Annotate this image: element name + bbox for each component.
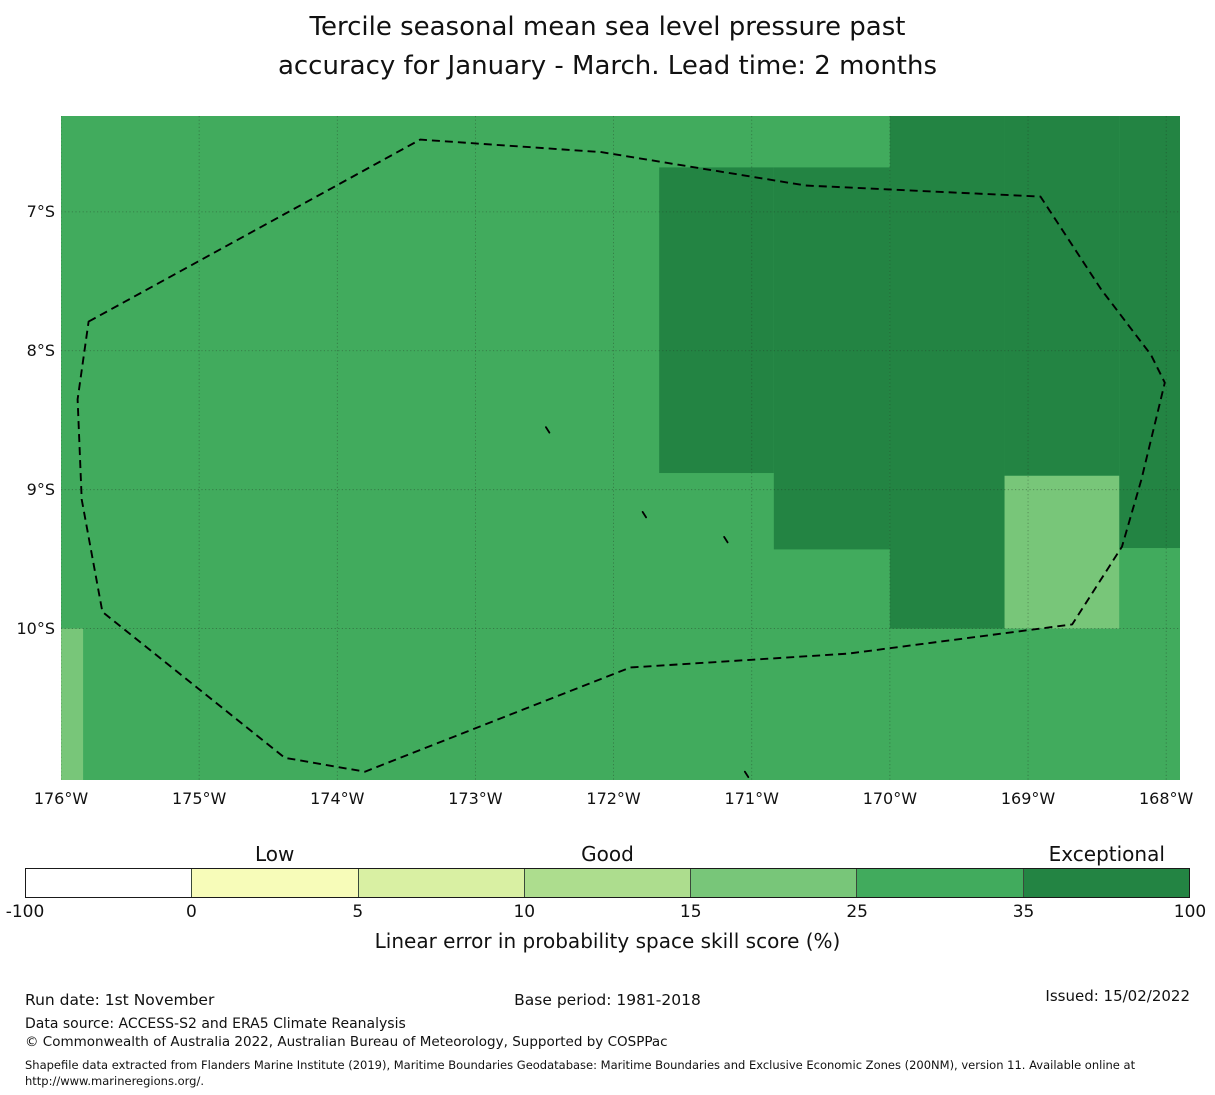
- colorbar-category-label: Exceptional: [1048, 842, 1165, 866]
- shapefile-note-line1: Shapefile data extracted from Flanders M…: [25, 1058, 1136, 1072]
- x-tick-label: 170°W: [862, 789, 918, 808]
- island-mark: [544, 426, 551, 434]
- colorbar-segment: [26, 869, 192, 897]
- map-cell: [61, 628, 84, 780]
- run-date: Run date: 1st November: [25, 991, 215, 1009]
- y-tick-label: 8°S: [26, 340, 55, 360]
- x-tick-label: 173°W: [448, 789, 503, 808]
- map-cell: [1004, 116, 1120, 476]
- x-tick-label: 169°W: [1000, 789, 1056, 808]
- colorbar-tick-label: 5: [352, 902, 364, 922]
- colorbar-tick-label: 25: [846, 902, 868, 922]
- colorbar-segment: [357, 869, 524, 897]
- x-tick-label: 176°W: [33, 789, 89, 808]
- data-source: Data source: ACCESS-S2 and ERA5 Climate …: [25, 1016, 406, 1032]
- colorbar-category-label: Low: [254, 842, 295, 866]
- map-cell: [889, 116, 1005, 629]
- page-title-line1: Tercile seasonal mean sea level pressure…: [309, 12, 906, 42]
- colorbar-category-label: Good: [581, 842, 634, 866]
- x-tick-label: 171°W: [724, 789, 779, 808]
- island-mark: [743, 770, 750, 779]
- copyright-notice: © Commonwealth of Australia 2022, Austra…: [25, 1034, 668, 1050]
- colorbar-caption: Linear error in probability space skill …: [374, 929, 841, 953]
- island-mark: [723, 536, 729, 544]
- shapefile-note-line2: http://www.marineregions.org/.: [25, 1074, 204, 1088]
- map-cell: [773, 167, 890, 550]
- map-cell: [659, 167, 774, 474]
- colorbar-segment: [1022, 869, 1189, 897]
- x-tick-label: 172°W: [586, 789, 641, 808]
- colorbar-segment: [523, 869, 691, 897]
- page-title-line2: accuracy for January - March. Lead time:…: [277, 51, 938, 81]
- x-tick-label: 175°W: [171, 789, 227, 808]
- y-tick-label: 10°S: [16, 618, 55, 638]
- map-cell: [1119, 116, 1180, 549]
- colorbar-segment: [690, 869, 857, 897]
- colorbar-tick-label: 10: [513, 902, 536, 922]
- colorbar: [25, 868, 1190, 898]
- colorbar-tick-label: -100: [5, 902, 45, 922]
- map-svg: [61, 116, 1180, 780]
- colorbar-tick-label: 100: [1173, 902, 1207, 922]
- colorbar-tick-label: 35: [1012, 902, 1035, 922]
- page-title: Tercile seasonal mean sea level pressure…: [0, 8, 1215, 86]
- y-tick-label: 7°S: [26, 201, 55, 221]
- colorbar-segment: [191, 869, 358, 897]
- map-cell: [1004, 475, 1120, 629]
- map-canvas: [61, 116, 1180, 780]
- colorbar-tick-label: 15: [679, 902, 702, 922]
- eez-boundary: [76, 138, 1166, 773]
- colorbar-segment: [856, 869, 1023, 897]
- issued-date: Issued: 15/02/2022: [1045, 987, 1190, 1005]
- x-tick-label: 168°W: [1138, 789, 1194, 808]
- colorbar-tick-label: 0: [186, 902, 197, 922]
- y-tick-label: 9°S: [26, 479, 55, 499]
- base-period: Base period: 1981-2018: [514, 991, 701, 1009]
- island-mark: [641, 510, 648, 519]
- x-tick-label: 174°W: [310, 789, 365, 808]
